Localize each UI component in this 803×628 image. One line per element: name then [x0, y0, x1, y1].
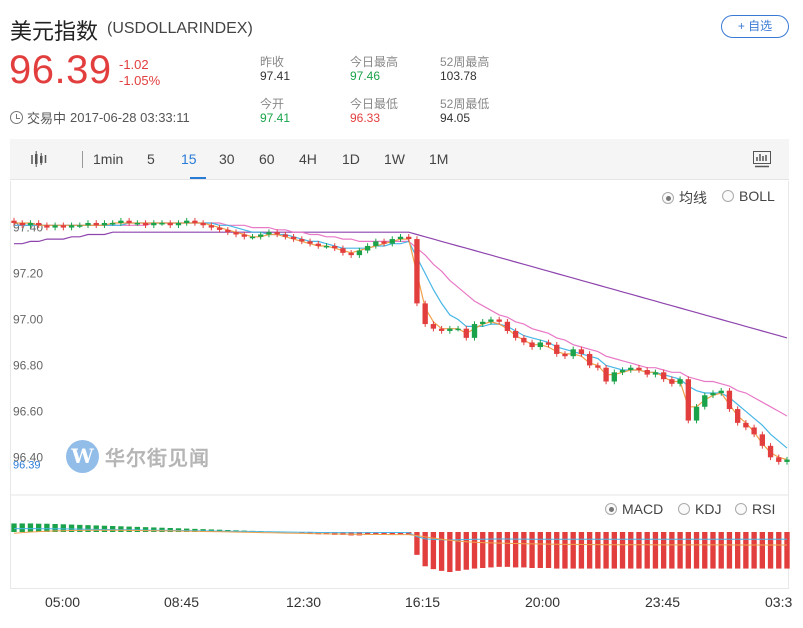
overlay-boll-radio[interactable]: BOLL — [722, 188, 775, 204]
radio-unselected-icon — [735, 503, 747, 515]
trading-status: 交易中 2017-06-28 03:33:11 — [10, 108, 190, 127]
interval-1m[interactable]: 1M — [429, 151, 449, 167]
toolbar-divider — [82, 151, 83, 168]
interval-1w[interactable]: 1W — [384, 151, 405, 167]
interval-1d[interactable]: 1D — [342, 151, 360, 167]
radio-unselected-icon — [678, 503, 690, 515]
stat-52w-high: 52周最高 103.78 — [440, 53, 489, 83]
stat-label: 52周最高 — [440, 55, 490, 69]
x-tick: 12:30 — [286, 594, 322, 610]
price-change: -1.02 — [119, 57, 149, 72]
x-tick: 23:45 — [645, 594, 681, 610]
stat-open: 今开 97.41 — [260, 95, 290, 125]
candlestick-icon[interactable] — [30, 151, 48, 172]
stat-value: 97.46 — [350, 69, 381, 83]
radio-selected-icon — [662, 192, 674, 204]
active-interval-indicator — [190, 177, 206, 179]
radio-label: RSI — [752, 501, 776, 517]
status-text: 交易中 — [27, 111, 67, 126]
interval-1min[interactable]: 1min — [93, 151, 124, 167]
chart-toolbar: 1min 5 15 30 60 4H 1D 1W 1M — [10, 139, 789, 180]
stat-label: 52周最低 — [440, 97, 490, 111]
interval-15[interactable]: 15 — [181, 151, 197, 167]
interval-60[interactable]: 60 — [259, 151, 275, 167]
watermark-text: 华尔街见闻 — [105, 446, 210, 470]
x-tick: 08:45 — [164, 594, 200, 610]
x-tick: 20:00 — [525, 594, 561, 610]
x-tick: 16:15 — [405, 594, 441, 610]
stat-label: 昨收 — [260, 55, 285, 69]
indicator-rsi-radio[interactable]: RSI — [735, 501, 775, 517]
watermark-mark: W — [66, 440, 99, 473]
price-change-percent: -1.05% — [119, 73, 161, 88]
stat-label: 今日最低 — [350, 97, 399, 111]
instrument-name: 美元指数 — [10, 19, 99, 44]
add-to-watchlist-button[interactable]: + 自选 — [721, 15, 789, 38]
watermark-logo: W 华尔街见闻 — [66, 440, 210, 473]
stat-day-low: 今日最低 96.33 — [350, 95, 398, 125]
interval-30[interactable]: 30 — [219, 151, 235, 167]
instrument-code: (USDOLLARINDEX) — [107, 20, 253, 37]
x-tick: 03:3 — [765, 594, 793, 610]
radio-label: MACD — [622, 501, 664, 517]
interval-5[interactable]: 5 — [147, 151, 155, 167]
quote-timestamp: 2017-06-28 03:33:11 — [70, 110, 190, 125]
interval-4h[interactable]: 4H — [299, 151, 317, 167]
stat-value: 97.41 — [260, 69, 291, 83]
stat-label: 今开 — [260, 97, 285, 111]
chart-settings-icon[interactable] — [753, 151, 771, 173]
radio-label: BOLL — [739, 188, 775, 204]
radio-selected-icon — [605, 503, 617, 515]
stat-day-high: 今日最高 97.46 — [350, 53, 398, 83]
stat-52w-low: 52周最低 94.05 — [440, 95, 489, 125]
stat-value: 103.78 — [440, 69, 477, 83]
chart-area — [10, 181, 789, 589]
stat-value: 96.33 — [350, 111, 381, 125]
clock-icon — [10, 111, 23, 124]
indicator-macd-radio[interactable]: MACD — [605, 501, 663, 517]
stat-value: 97.41 — [260, 111, 291, 125]
stat-label: 今日最高 — [350, 55, 399, 69]
radio-label: 均线 — [679, 190, 707, 206]
overlay-ma-radio[interactable]: 均线 — [662, 188, 707, 208]
stat-value: 94.05 — [440, 111, 471, 125]
last-price: 96.39 — [9, 48, 112, 92]
radio-unselected-icon — [722, 190, 734, 202]
radio-label: KDJ — [695, 501, 722, 517]
x-tick: 05:00 — [45, 594, 81, 610]
stat-prev-close: 昨收 97.41 — [260, 53, 290, 83]
indicator-kdj-radio[interactable]: KDJ — [678, 501, 721, 517]
